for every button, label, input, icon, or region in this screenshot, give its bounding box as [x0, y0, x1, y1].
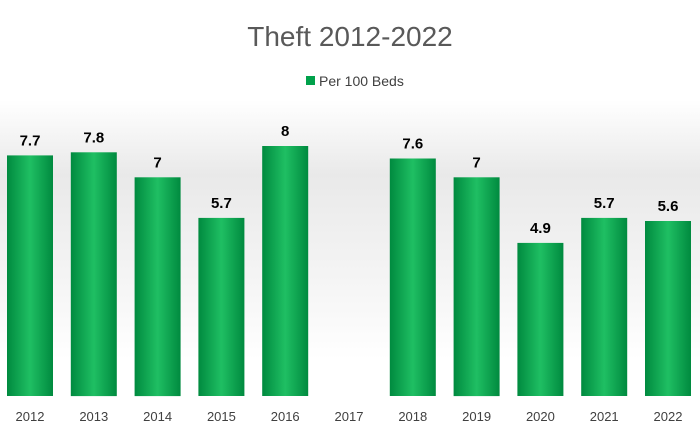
value-label-2022: 5.6 [658, 198, 679, 215]
x-tick-2018: 2018 [398, 409, 427, 424]
bar-2013 [70, 152, 117, 397]
x-axis-ticks: 2012 2013 2014 2015 2016 2017 2018 2019 2020 2021… [16, 409, 683, 424]
x-tick-2022: 2022 [654, 409, 683, 424]
legend-swatch [306, 76, 315, 85]
bar-2019 [453, 177, 500, 397]
bar-2014 [134, 177, 181, 397]
bar-2015 [198, 217, 245, 396]
x-tick-2021: 2021 [590, 409, 619, 424]
x-tick-2019: 2019 [462, 409, 491, 424]
bar-2021 [581, 217, 628, 396]
x-tick-2012: 2012 [16, 409, 45, 424]
value-label-2016: 8 [281, 123, 289, 140]
value-labels-group: 7.7 7.8 7 5.7 8 7.6 7 4.9 5.7 5.6 [20, 123, 679, 237]
x-tick-2020: 2020 [526, 409, 555, 424]
x-tick-2014: 2014 [143, 409, 172, 424]
bar-2012 [7, 155, 53, 396]
x-tick-2016: 2016 [271, 409, 300, 424]
value-label-2014: 7 [153, 154, 161, 171]
value-label-2015: 5.7 [211, 195, 232, 212]
bar-2016 [262, 146, 309, 396]
bar-2022 [645, 221, 691, 396]
value-label-2013: 7.8 [83, 129, 104, 146]
bars-group [7, 146, 691, 397]
legend: Per 100 Beds [306, 73, 404, 89]
x-tick-2015: 2015 [207, 409, 236, 424]
chart-title: Theft 2012-2022 [247, 21, 453, 52]
value-label-2018: 7.6 [402, 136, 423, 153]
x-tick-2013: 2013 [79, 409, 108, 424]
bar-2020 [517, 242, 564, 396]
value-label-2012: 7.7 [20, 132, 41, 149]
value-label-2021: 5.7 [594, 195, 615, 212]
value-label-2019: 7 [472, 154, 480, 171]
x-tick-2017: 2017 [335, 409, 364, 424]
bar-2018 [389, 158, 436, 396]
value-label-2020: 4.9 [530, 220, 551, 237]
legend-label: Per 100 Beds [319, 73, 404, 89]
